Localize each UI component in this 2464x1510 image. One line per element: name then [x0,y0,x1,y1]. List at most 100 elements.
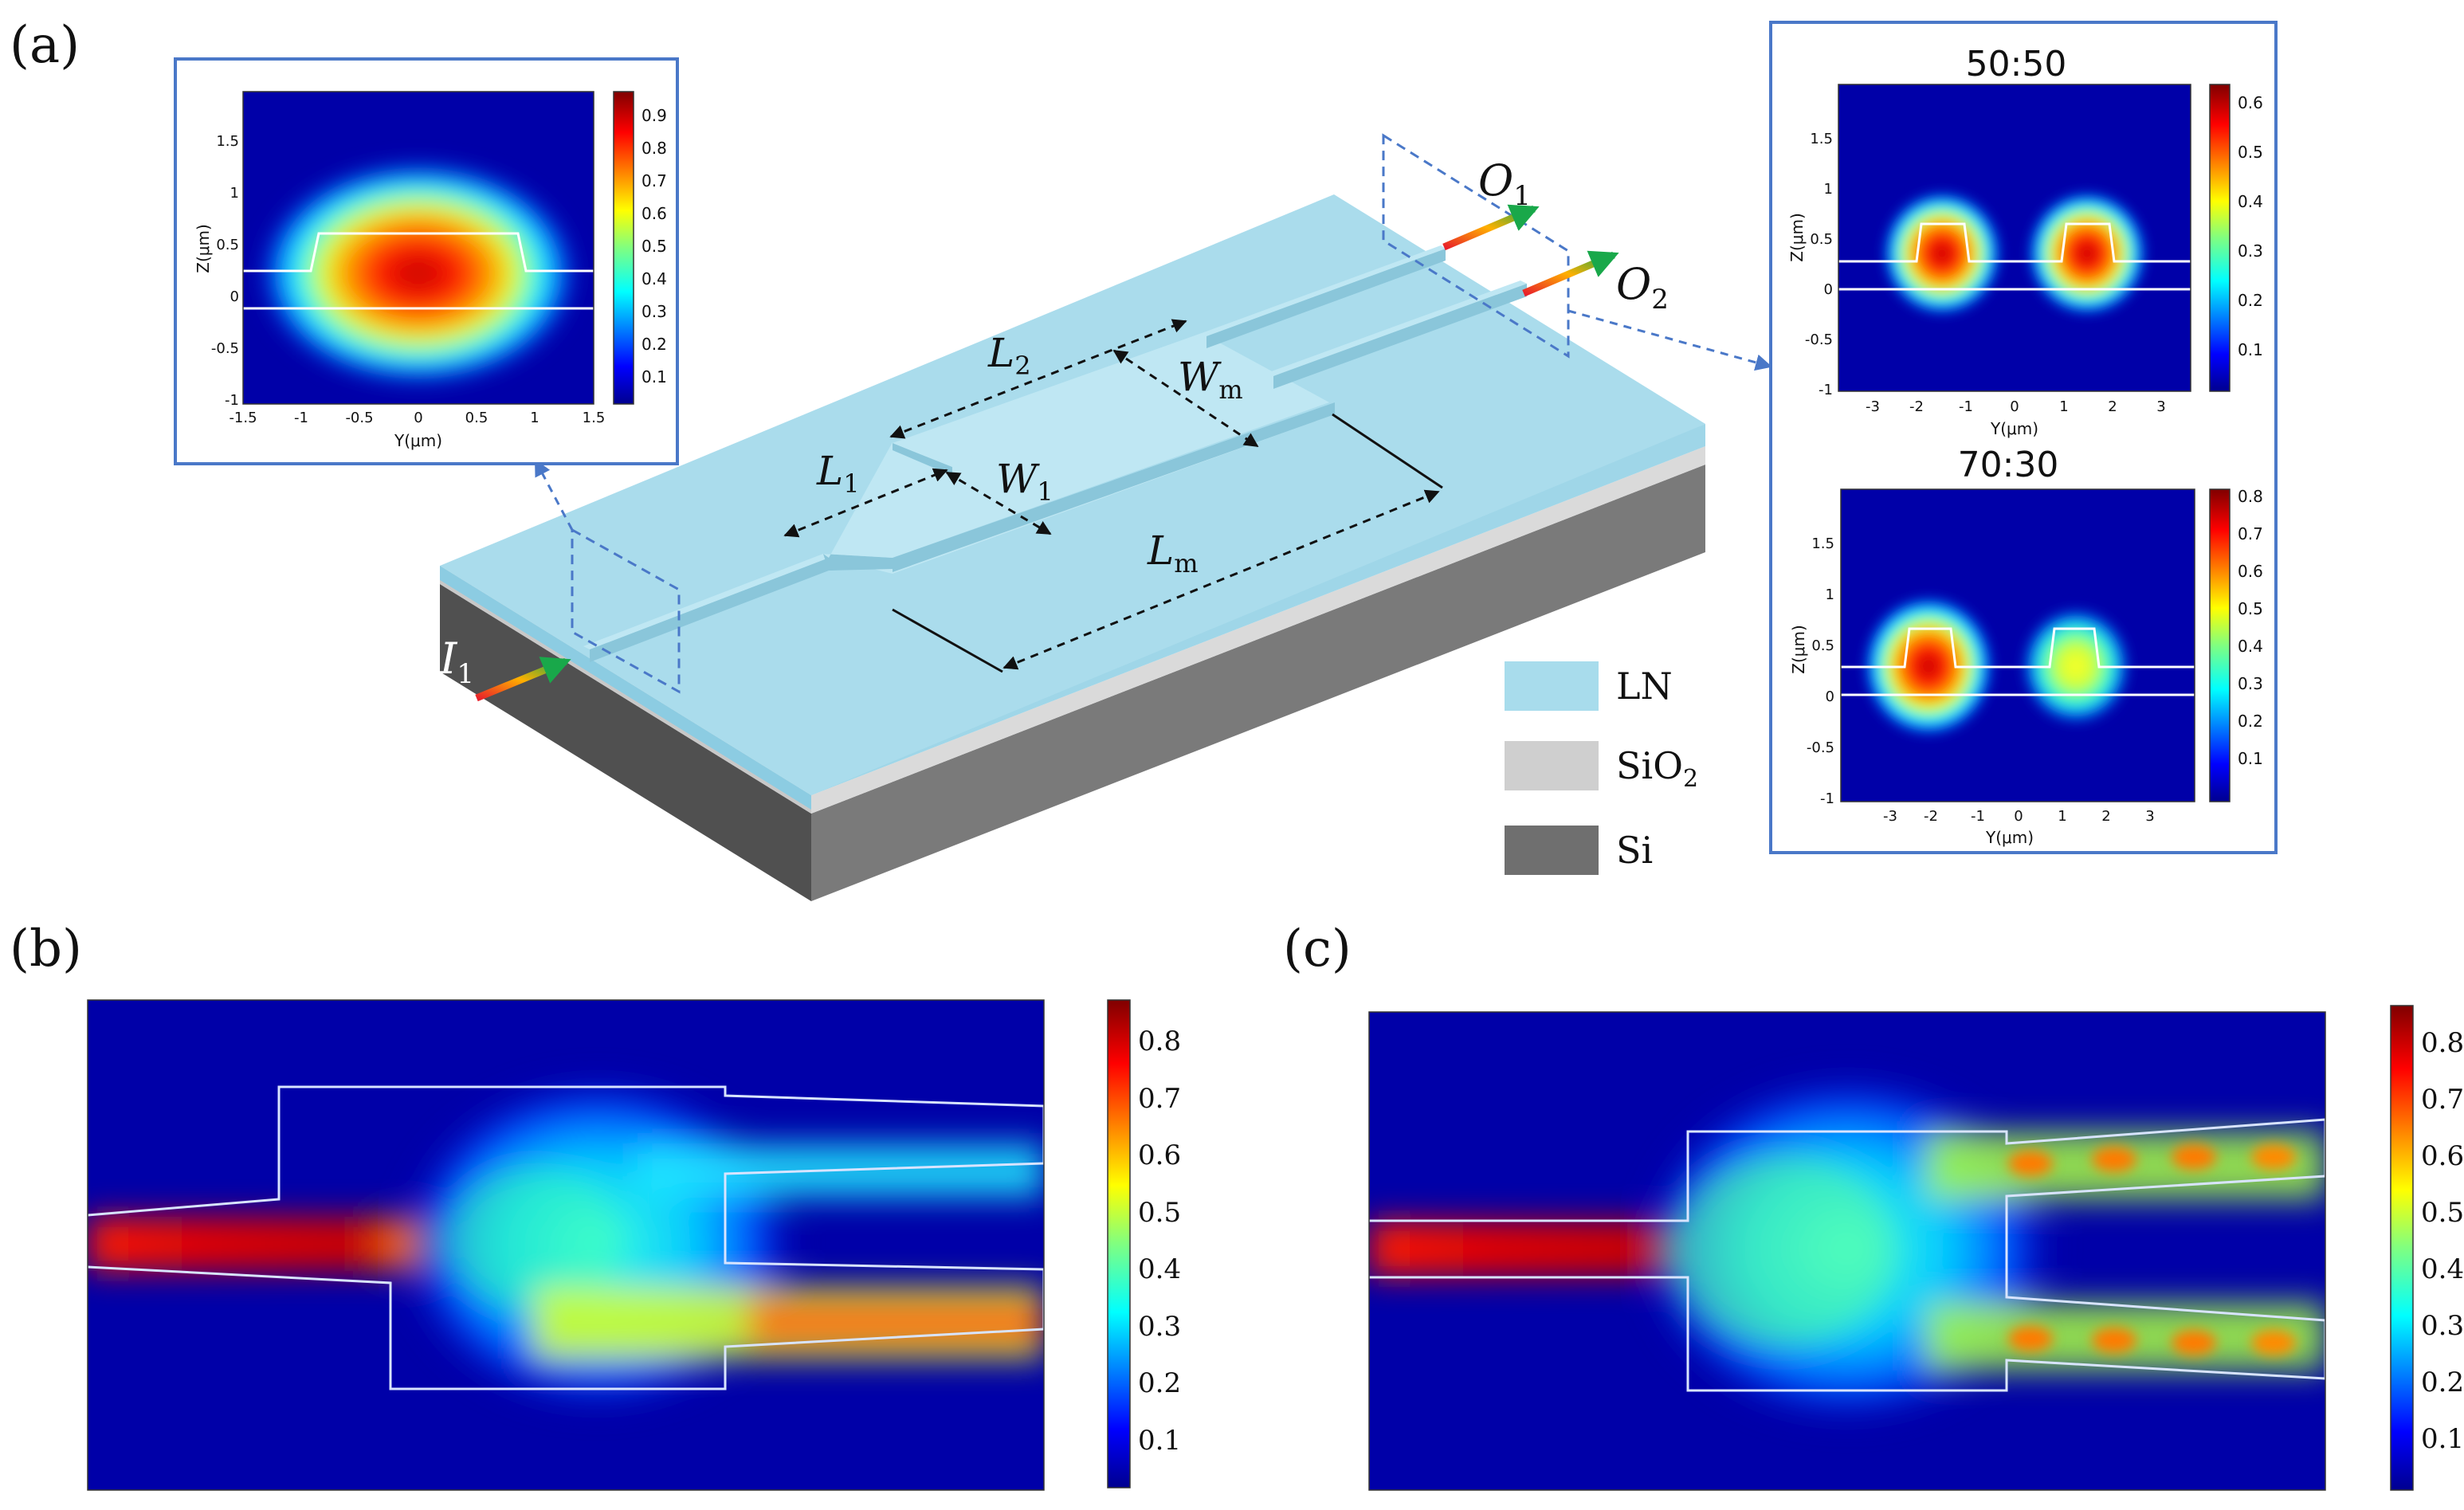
out7030-ytick: 1 [1826,586,1834,603]
out7030-ytick: -0.5 [1807,739,1834,756]
cb-c-tick: 0.5 [2421,1197,2464,1229]
out5050-cbtick: 0.6 [2238,93,2263,112]
input-ridge-outline [243,232,594,273]
out5050-cbtick: 0.2 [2238,291,2263,310]
legend-label-si: Si [1616,829,1653,872]
out5050-cbtick: 0.3 [2238,241,2263,261]
waveguide-outline-b [88,1085,1044,1390]
input-colorbar-ticks: 0.9 0.8 0.7 0.6 0.5 0.4 0.3 0.2 0.1 [642,106,667,386]
cb-b-tick: 0.1 [1138,1425,1181,1457]
label-i1: I1 [439,633,474,690]
cb-b-tick: 0.7 [1138,1083,1181,1115]
colorbar-b [1107,999,1131,1488]
input-xtick: -1 [294,410,308,426]
output-5050-y-ticks: 1.5 1 0.5 0 -0.5 -1 [1805,131,1833,398]
output-mode-plot-5050 [1838,84,2191,391]
out7030-cbtick: 0.5 [2238,599,2263,618]
output-cross-section-box [1382,133,1570,359]
si-front-face [440,584,811,901]
panel-label-a: (a) [10,16,80,75]
label-wm: Wm [1178,354,1243,405]
input-ytick: 1.5 [216,133,239,150]
input-light-arrow [475,657,571,702]
mode-field-right [2027,191,2147,316]
out7030-ytick: 0 [1826,688,1834,705]
input-cross-section-box [571,528,681,694]
output-title-5050: 50:50 [1966,44,2067,84]
cb-c-tick: 0.6 [2421,1140,2464,1172]
input-cbtick: 0.1 [642,367,667,386]
input-xtick: -0.5 [345,410,373,426]
cb-c-tick: 0.7 [2421,1084,2464,1116]
output-mode-plot-7030 [1841,489,2195,802]
out5050-cbtick: 0.4 [2238,192,2263,211]
out5050-xtick: 2 [2108,398,2117,415]
si-right-face [811,465,1705,901]
cb-b-tick: 0.3 [1138,1311,1181,1343]
out7030-ytick: -1 [1820,790,1834,807]
input-xlabel: Y(μm) [394,431,442,450]
out5050-ytick: 0.5 [1810,231,1833,248]
out7030-colorbar [2209,488,2231,802]
input-mode-plot [243,92,594,404]
out5050-ylabel: Z(μm) [1787,213,1807,262]
out5050-xlabel: Y(μm) [1990,419,2038,438]
output-5050-x-ticks: -3 -2 -1 0 1 2 3 [1866,398,2166,415]
input-cbtick: 0.9 [642,106,667,125]
out5050-xtick: -1 [1959,398,1973,415]
legend-swatch-si [1505,826,1599,875]
label-o2: O2 [1616,259,1669,316]
out7030-xtick: 2 [2101,808,2110,825]
cb-c-tick: 0.1 [2421,1423,2464,1455]
out5050-xtick: 1 [2059,398,2068,415]
cb-c-tick: 0.3 [2421,1310,2464,1342]
dim-arrow-wm [1112,349,1259,448]
out5050-cbtick: 0.5 [2238,143,2263,162]
out5050-ytick: 0 [1824,281,1833,298]
output-title-7030: 70:30 [1958,445,2059,485]
chip-3d-drawing: L2 L1 W1 Wm Lm I1 O1 O2 [439,133,1773,901]
legend-label-sio2: SiO2 [1616,744,1698,793]
panel-label-b: (b) [10,920,82,979]
out7030-xtick: -3 [1883,808,1897,825]
input-xtick: 0 [414,410,422,426]
out7030-xtick: -2 [1924,808,1938,825]
input-mode-field [259,162,578,385]
mode-field-left [1882,191,2002,316]
out7030-cbtick: 0.6 [2238,562,2263,581]
input-ytick: 0 [230,288,239,305]
input-cbtick: 0.2 [642,335,667,354]
legend-swatch-sio2 [1505,741,1599,790]
out5050-xtick: 0 [2010,398,2019,415]
out7030-xtick: -1 [1971,808,1985,825]
cb-b-tick: 0.5 [1138,1197,1181,1229]
out7030-cbtick: 0.8 [2238,487,2263,506]
input-ytick: -1 [225,392,239,409]
output-7030-y-ticks: 1.5 1 0.5 0 -0.5 -1 [1807,535,1834,807]
output-mode-inset: 50:50 1.5 1 0.5 0 -0.5 -1 -3 -2 -1 0 1 2… [1769,21,2278,854]
dim-arrow-lm [1002,489,1440,670]
cb-b-tick: 0.4 [1138,1253,1181,1285]
colorbar-c-ticks: 0.8 0.7 0.6 0.5 0.4 0.3 0.2 0.1 [2421,1027,2464,1455]
out7030-xtick: 1 [2058,808,2066,825]
out5050-xtick: 3 [2156,398,2165,415]
input-colorbar [613,91,634,405]
out5050-colorbar-ticks: 0.6 0.5 0.4 0.3 0.2 0.1 [2238,93,2263,359]
out7030-colorbar-ticks: 0.8 0.7 0.6 0.5 0.4 0.3 0.2 0.1 [2238,487,2263,768]
out7030-cbtick: 0.4 [2238,637,2263,656]
input-ylabel: Z(μm) [194,224,213,273]
out5050-ytick: -0.5 [1805,331,1833,348]
lm-ref-line-left [892,608,1003,673]
input-xtick: 1.5 [583,410,606,426]
output-callout-line [1567,309,1773,371]
propagation-plot-c [1369,1012,2325,1490]
out5050-xtick: -3 [1866,398,1880,415]
mode-field-left [1863,596,1994,736]
input-cbtick: 0.4 [642,269,667,288]
propagation-plot-b [88,1000,1044,1490]
input-ytick: -0.5 [211,340,239,357]
lm-ref-line-right [1332,413,1443,489]
colorbar-c [2390,1005,2414,1491]
cb-b-tick: 0.2 [1138,1367,1181,1399]
out7030-cbtick: 0.2 [2238,712,2263,731]
